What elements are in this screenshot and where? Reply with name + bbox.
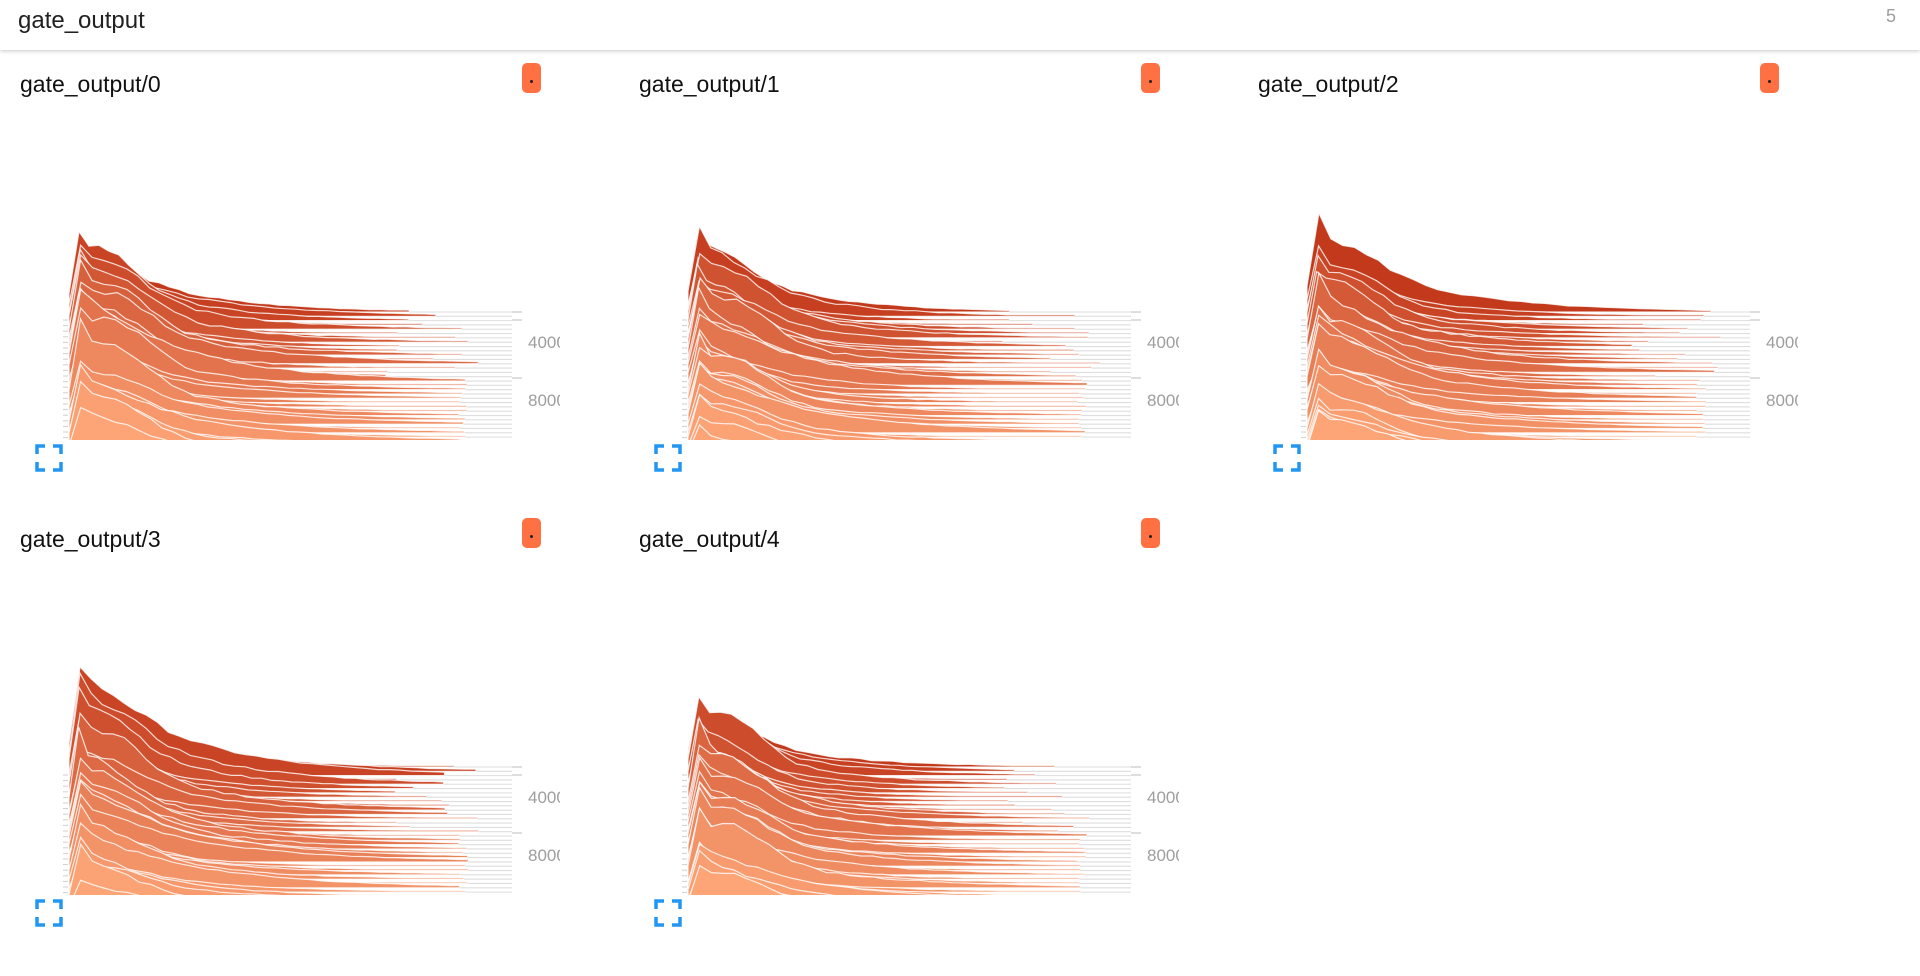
histogram-ridge: [68, 793, 469, 863]
step-axis-label: 4000000: [528, 333, 560, 352]
histogram-ridge: [687, 718, 1029, 794]
fullscreen-icon[interactable]: [1272, 443, 1302, 473]
step-axis-label: 8000000: [528, 391, 560, 410]
fullscreen-icon[interactable]: [653, 898, 683, 928]
histogram-ridge: [68, 726, 398, 824]
step-axis-label: 4000000: [1147, 788, 1179, 807]
histogram-ridge: [68, 316, 460, 417]
histogram-ridge: [687, 338, 1079, 404]
run-dot-icon: [1149, 535, 1152, 538]
histogram-ridge: [68, 685, 415, 790]
histogram-ridge: [68, 306, 467, 391]
fullscreen-icon[interactable]: [653, 443, 683, 473]
histogram-ridge: [1306, 322, 1698, 399]
histogram-ridge: [687, 786, 1081, 867]
run-color-badge[interactable]: [522, 63, 541, 93]
section-title: gate_output: [18, 7, 145, 34]
histogram-ridge: [68, 749, 449, 816]
histogram-ridge: [1306, 211, 1712, 313]
histogram-plot[interactable]: 400000080000000.10.30.50.70.91.1: [0, 505, 560, 895]
histogram-ridge: [68, 360, 464, 425]
histogram-plot[interactable]: 400000080000000.10.30.50.70.91.1: [0, 50, 560, 440]
step-axis-label: 8000000: [528, 846, 560, 865]
run-dot-icon: [530, 535, 533, 538]
histogram-ridge: [1306, 244, 1702, 322]
run-color-badge[interactable]: [1760, 63, 1779, 93]
histogram-ridge: [689, 415, 779, 440]
histogram-plot[interactable]: 400000080000000.10.30.50.70.91.1: [619, 50, 1179, 440]
histogram-ridge: [1306, 271, 1713, 365]
step-axis-label: 4000000: [528, 788, 560, 807]
histogram-ridge: [1306, 254, 1681, 335]
histogram-ridge: [687, 806, 1082, 889]
histogram-ridge: [68, 363, 461, 440]
histogram-ridge: [687, 224, 1076, 317]
histogram-card: gate_output/2400000080000000.10.30.50.70…: [1238, 50, 1798, 490]
run-color-badge[interactable]: [522, 518, 541, 548]
histogram-ridge: [68, 253, 469, 343]
step-axis-label: 4000000: [1147, 333, 1179, 352]
step-axis-label: 8000000: [1147, 391, 1179, 410]
histogram-ridge: [687, 695, 1057, 785]
run-color-badge[interactable]: [1141, 518, 1160, 548]
histogram-ridge: [1306, 364, 1704, 430]
step-axis-label: 4000000: [1766, 333, 1798, 352]
section-header[interactable]: gate_output 5: [0, 0, 1920, 50]
histogram-plot[interactable]: 400000080000000.10.30.50.70.91.1: [1238, 50, 1798, 440]
fullscreen-icon[interactable]: [34, 898, 64, 928]
histogram-card: gate_output/4400000080000000.10.30.50.70…: [619, 505, 1179, 945]
card-title: gate_output/1: [639, 71, 780, 97]
histogram-plot[interactable]: 400000080000000.10.30.50.70.91.1: [619, 505, 1179, 895]
run-dot-icon: [1149, 80, 1152, 83]
fullscreen-icon[interactable]: [34, 443, 64, 473]
histogram-ridge: [68, 281, 479, 365]
histogram-ridge: [1306, 305, 1716, 373]
run-dot-icon: [1768, 80, 1771, 83]
run-dot-icon: [530, 80, 533, 83]
card-title: gate_output/4: [639, 526, 780, 552]
card-title: gate_output/3: [20, 526, 161, 552]
histogram-ridge: [1308, 409, 1406, 440]
histogram-card: gate_output/1400000080000000.10.30.50.70…: [619, 50, 1179, 490]
run-color-badge[interactable]: [1141, 63, 1160, 93]
step-axis-label: 8000000: [1766, 391, 1798, 410]
histogram-ridge: [68, 821, 461, 889]
card-title: gate_output/0: [20, 71, 161, 97]
histogram-ridge: [687, 276, 1101, 365]
histogram-card: gate_output/3400000080000000.10.30.50.70…: [0, 505, 560, 945]
histogram-ridge: [687, 780, 1087, 854]
histogram-ridge: [687, 252, 1089, 339]
histogram-ridge: [687, 756, 1088, 837]
histogram-ridge: [689, 864, 785, 895]
histogram-ridge: [687, 313, 1088, 386]
histogram-ridge: [73, 879, 140, 895]
histogram-ridge: [70, 406, 168, 440]
histogram-ridge: [687, 361, 1086, 434]
histogram-ridge: [68, 835, 463, 895]
step-axis-label: 8000000: [1147, 846, 1179, 865]
histogram-ridge: [692, 423, 731, 440]
card-title: gate_output/2: [1258, 71, 1399, 97]
card-count: 5: [1885, 6, 1896, 26]
histogram-ridge: [68, 842, 185, 895]
histogram-card: gate_output/0400000080000000.10.30.50.70…: [0, 50, 560, 490]
histogram-ridge: [687, 769, 1081, 841]
